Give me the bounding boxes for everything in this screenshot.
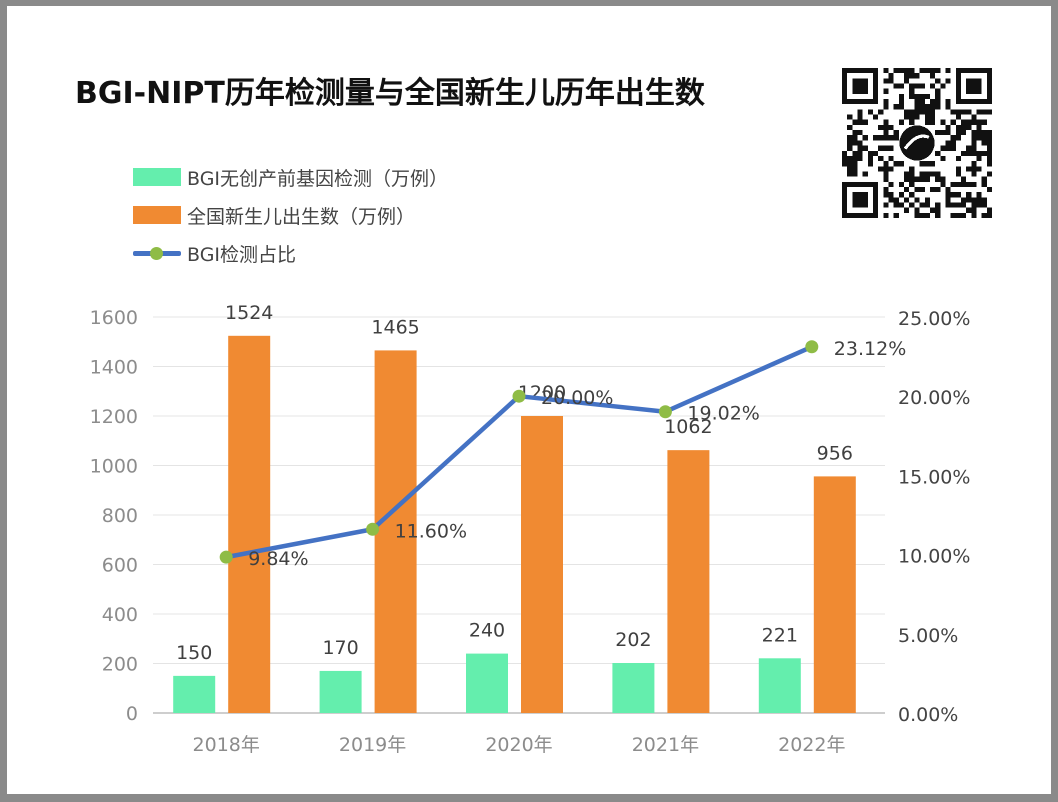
ratio-point <box>219 550 233 564</box>
data-label-ratio: 20.00% <box>541 387 613 409</box>
y-left-tick-label: 400 <box>102 604 138 626</box>
ratio-point <box>658 405 672 419</box>
legend-label-births: 全国新生儿出生数（万例） <box>187 205 416 228</box>
bar-bgi-tests <box>612 663 655 713</box>
legend-swatch-bgi-tests <box>133 168 181 186</box>
y-left-tick-label: 1400 <box>90 357 138 379</box>
y-left-tick-label: 0 <box>126 703 138 725</box>
chart-title: BGI-NIPT历年检测量与全国新生儿历年出生数 <box>75 76 705 111</box>
legend-swatch-births <box>133 206 181 224</box>
x-tick-label: 2022年 <box>778 734 845 756</box>
legend-line-ratio <box>133 244 181 262</box>
bar-births <box>667 450 710 713</box>
y-left-tick-label: 1200 <box>90 406 138 428</box>
y-right-tick-label: 10.00% <box>898 546 970 568</box>
x-tick-label: 2021年 <box>632 734 699 756</box>
data-label-births: 956 <box>817 442 853 464</box>
y-right-tick-label: 15.00% <box>898 466 970 488</box>
x-tick-label: 2019年 <box>339 734 406 756</box>
bar-bgi-tests <box>319 670 362 713</box>
bar-births <box>228 335 271 713</box>
data-label-bgi-tests: 150 <box>176 642 212 664</box>
legend-item-births: 全国新生儿出生数（万例） <box>133 202 415 228</box>
data-label-ratio: 23.12% <box>834 338 906 360</box>
legend-label-ratio: BGI检测占比 <box>187 243 297 266</box>
y-left-tick-label: 600 <box>102 555 138 577</box>
data-label-bgi-tests: 221 <box>762 624 798 646</box>
x-tick-label: 2018年 <box>193 734 260 756</box>
ratio-point <box>805 340 819 354</box>
y-right-tick-label: 20.00% <box>898 387 970 409</box>
legend-label-bgi-tests: BGI无创产前基因检测（万例） <box>187 167 449 190</box>
data-label-bgi-tests: 240 <box>469 620 505 642</box>
data-label-bgi-tests: 202 <box>615 629 651 651</box>
data-label-ratio: 9.84% <box>248 548 308 570</box>
y-left-tick-label: 800 <box>102 505 138 527</box>
y-left-tick-label: 1000 <box>90 456 138 478</box>
ratio-line <box>223 344 815 560</box>
bar-births <box>813 476 856 713</box>
y-left-tick-label: 200 <box>102 654 138 676</box>
data-label-births: 1062 <box>664 416 712 438</box>
y-left-tick-label: 1600 <box>90 307 138 329</box>
bar-births <box>374 350 417 713</box>
ratio-point <box>512 389 526 403</box>
data-label-ratio: 11.60% <box>395 520 467 542</box>
x-tick-label: 2020年 <box>485 734 552 756</box>
data-label-bgi-tests: 170 <box>322 637 358 659</box>
y-right-tick-label: 5.00% <box>898 625 958 647</box>
legend-item-bgi-tests: BGI无创产前基因检测（万例） <box>133 164 448 190</box>
qr-code-icon <box>842 68 992 218</box>
bar-bgi-tests <box>173 675 216 713</box>
bar-births <box>521 416 563 713</box>
data-label-births: 1465 <box>371 316 419 338</box>
y-right-tick-label: 25.00% <box>898 308 970 330</box>
ratio-point <box>366 522 380 536</box>
bar-bgi-tests <box>466 653 508 713</box>
y-right-tick-label: 0.00% <box>898 704 958 726</box>
legend-item-ratio: BGI检测占比 <box>133 240 296 266</box>
bar-bgi-tests <box>758 658 801 713</box>
data-label-births: 1524 <box>225 302 273 324</box>
data-label-ratio: 19.02% <box>687 403 759 425</box>
